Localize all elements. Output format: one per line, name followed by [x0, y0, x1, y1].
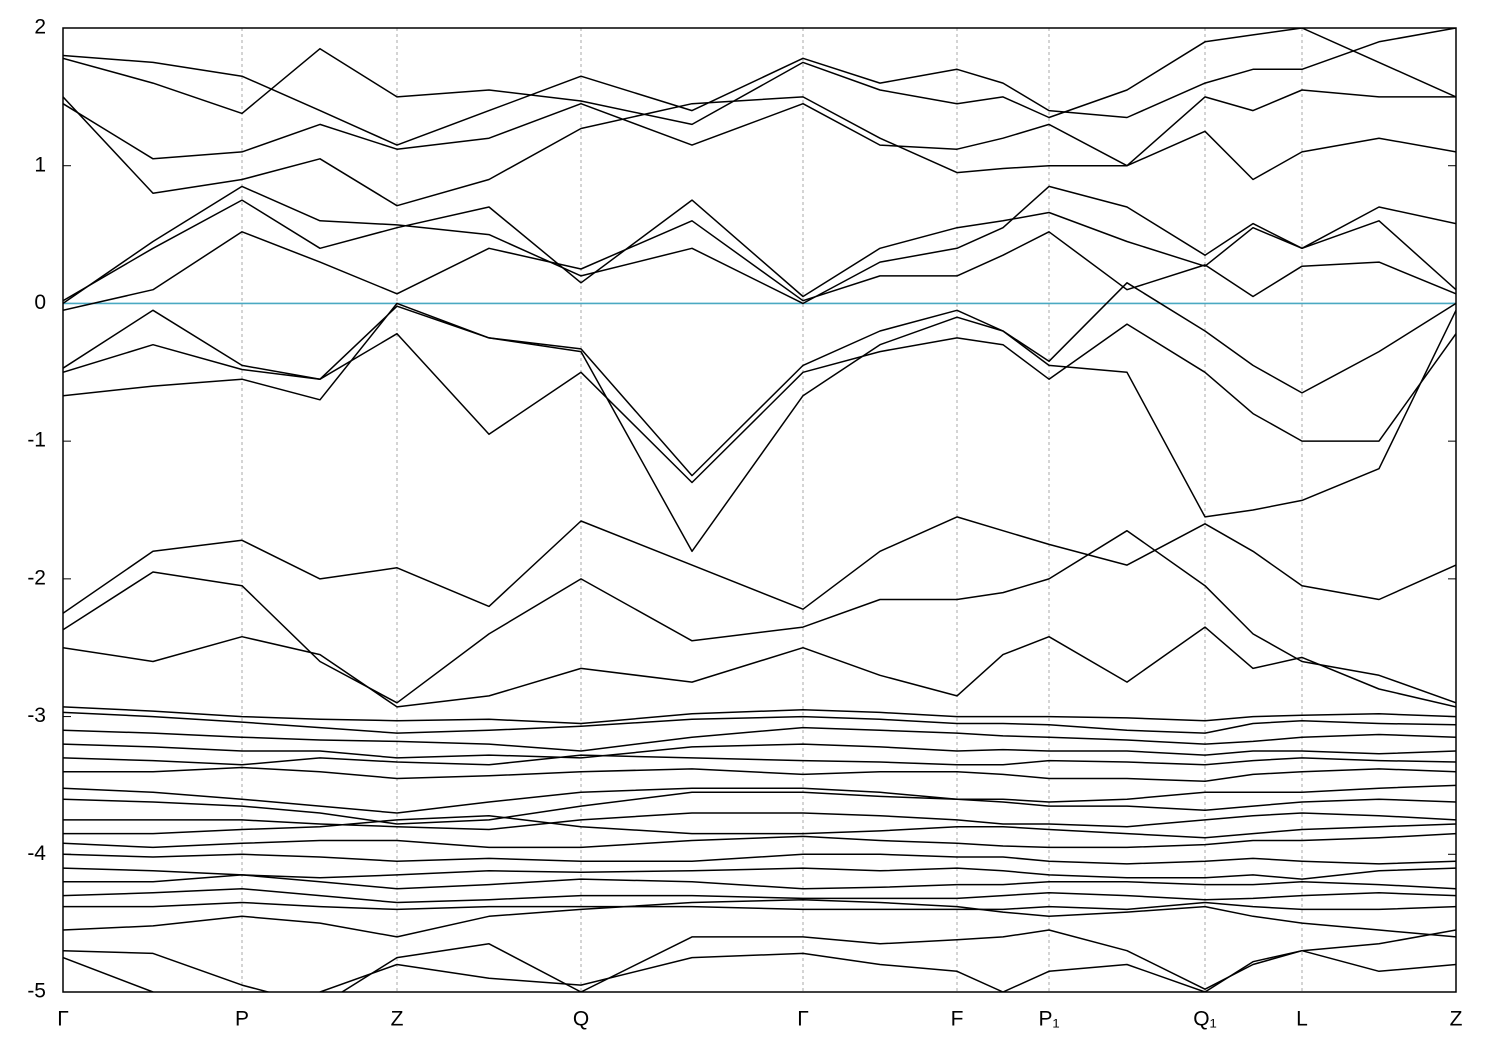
x-tick-label: P	[235, 1008, 249, 1031]
x-tick-label: L	[1296, 1008, 1308, 1031]
y-tick-label: -2	[27, 566, 46, 589]
band-line	[63, 898, 1456, 938]
band-line	[63, 282, 1456, 477]
y-tick-label: -1	[27, 429, 46, 452]
y-tick-label: -5	[27, 980, 46, 1003]
band-line	[63, 185, 1456, 305]
band-line	[63, 28, 1456, 146]
band-line	[63, 832, 1456, 849]
band-line	[63, 791, 1456, 825]
band-line	[63, 220, 1456, 312]
band-line	[63, 711, 1456, 734]
band-line	[63, 626, 1456, 708]
band-line	[63, 929, 1456, 992]
band-line	[63, 754, 1456, 766]
y-tick-label: 0	[34, 291, 46, 314]
band-line	[63, 766, 1456, 783]
band-layer	[63, 28, 1456, 992]
x-tick-label: Q	[573, 1008, 589, 1031]
band-line	[63, 853, 1456, 865]
band-line	[63, 929, 1456, 992]
x-tick-label: Z	[391, 1008, 404, 1031]
x-tick-label: F	[951, 1008, 964, 1031]
y-tick-label: -3	[27, 704, 46, 727]
band-line	[63, 874, 1456, 890]
label-layer: -5 -4 -3 -2 -1 0 1 2 Γ P Z Q Γ F P₁ Q₁ L Z	[27, 16, 1462, 1031]
y-tick-label: -4	[27, 842, 46, 865]
x-tick-label: Q₁	[1193, 1008, 1216, 1031]
band-line	[63, 887, 1456, 904]
band-line	[63, 743, 1456, 759]
y-tick-label: 2	[34, 16, 46, 39]
x-tick-label: Γ	[57, 1008, 69, 1031]
plot-frame	[62, 27, 1457, 993]
x-tick-label: P₁	[1038, 1008, 1059, 1031]
band-line	[63, 89, 1456, 167]
band-line	[63, 96, 1456, 207]
band-line	[63, 814, 1456, 839]
band-line	[63, 529, 1456, 704]
x-tick-label: Γ	[797, 1008, 809, 1031]
band-line	[63, 812, 1456, 831]
band-line	[63, 323, 1456, 484]
band-line	[63, 901, 1456, 911]
x-tick-label: Z	[1450, 1008, 1463, 1031]
band-line	[63, 867, 1456, 880]
band-line	[63, 302, 1456, 553]
band-line	[63, 516, 1456, 614]
band-line	[63, 706, 1456, 725]
band-line	[63, 199, 1456, 302]
band-line	[63, 726, 1456, 752]
y-tick-label: 1	[34, 153, 46, 176]
band-line	[63, 28, 1456, 126]
band-line	[63, 784, 1456, 814]
